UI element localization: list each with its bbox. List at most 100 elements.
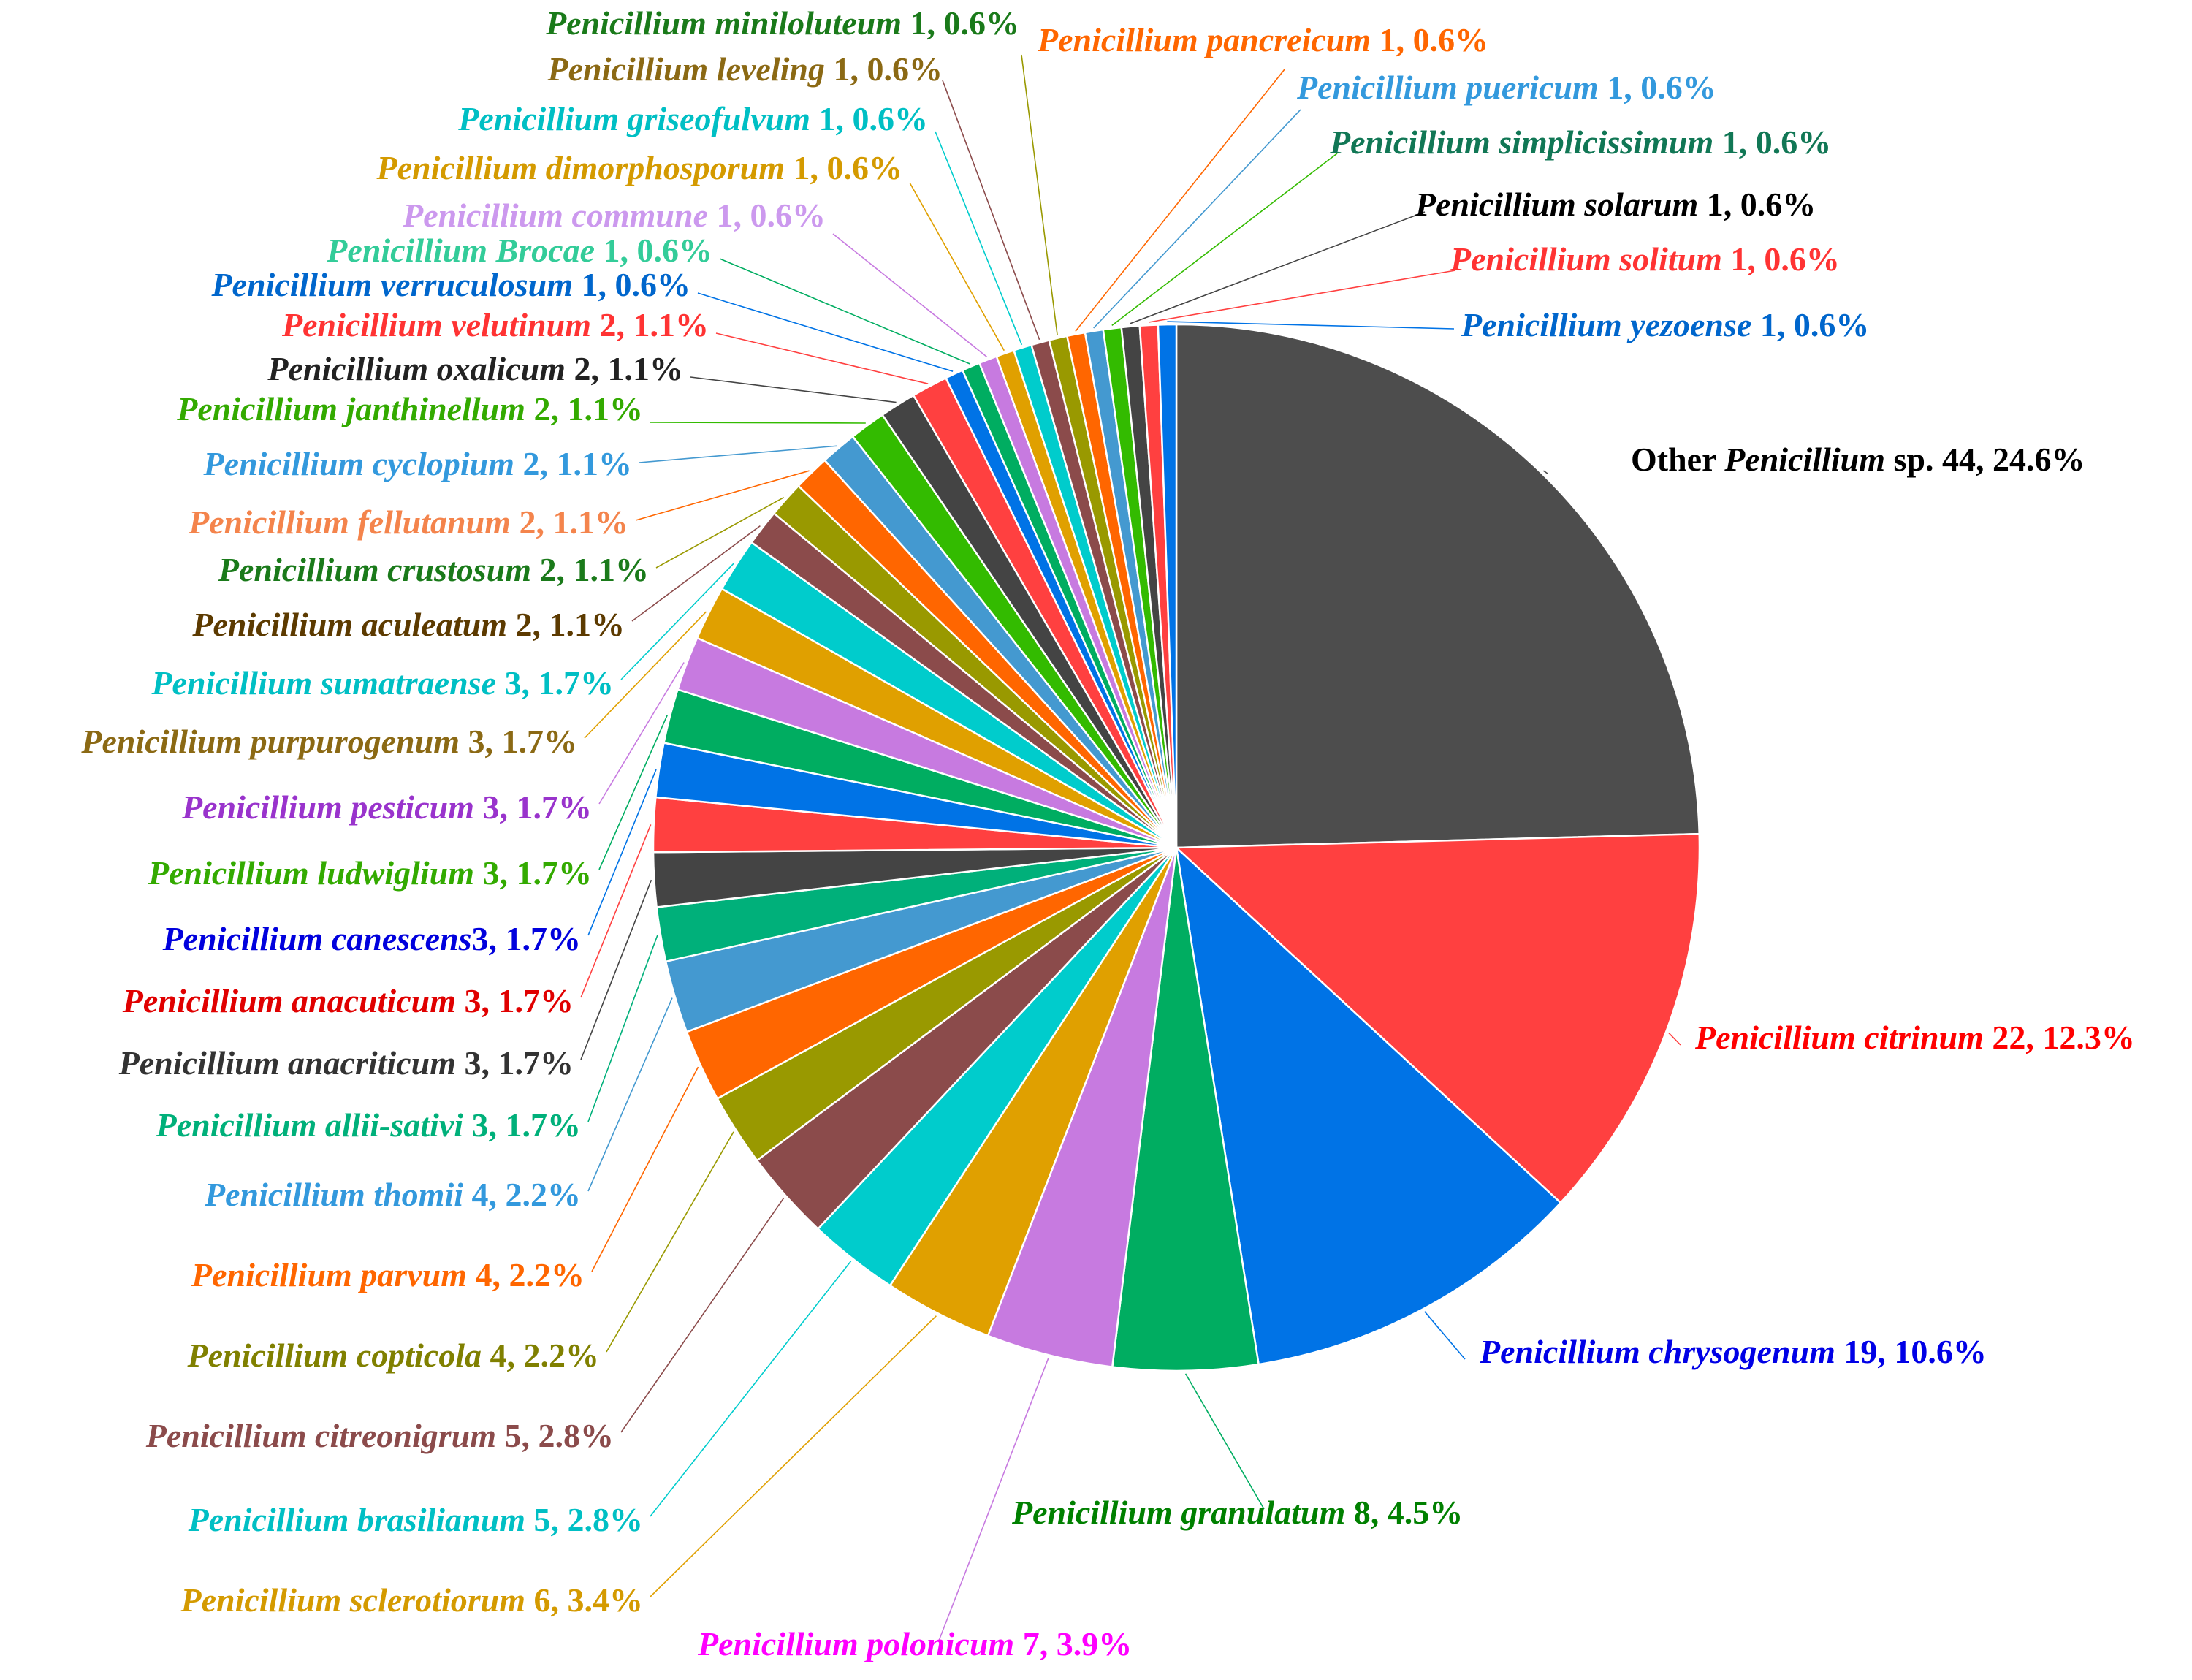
pie-slice — [1173, 832, 1701, 1204]
leader-line — [942, 80, 1040, 341]
label-value: 3, 1.7% — [474, 788, 592, 826]
species-name: Penicillium griseofulvum — [457, 100, 810, 137]
species-name: Penicillium chrysogenum — [1479, 1333, 1835, 1370]
slice-label: Penicillium dimorphosporum 1, 0.6% — [376, 149, 903, 186]
label-value: 2, 1.1% — [591, 306, 709, 343]
leader-line — [650, 1261, 852, 1517]
species-name: Penicillium leveling — [547, 50, 825, 88]
slice-label: Penicillium miniloluteum 1, 0.6% — [545, 4, 1019, 42]
species-name: Penicillium granulatum — [1011, 1494, 1345, 1531]
leader-line — [655, 496, 785, 569]
slice-label: Penicillium sumatraense 3, 1.7% — [151, 664, 614, 702]
slice-label: Penicillium pesticum 3, 1.7% — [181, 788, 592, 826]
species-name: Penicillium puericum — [1296, 69, 1599, 106]
leader-line — [650, 1315, 937, 1597]
species-name: Penicillium miniloluteum — [545, 4, 902, 42]
slice-label: Penicillium yezoense 1, 0.6% — [1461, 306, 1869, 343]
species-name: Penicillium allii-sativi — [156, 1106, 464, 1144]
slice-label: Other Penicillium sp. 44, 24.6% — [1631, 441, 2085, 478]
leader-line — [1668, 1032, 1681, 1046]
label-value: 1, 0.6% — [810, 100, 928, 137]
species-name: Penicillium janthinellum — [176, 390, 525, 427]
label-value: 3, 1.7% — [460, 723, 577, 760]
label-value: 1, 0.6% — [573, 266, 690, 303]
label-value: 1, 0.6% — [1713, 123, 1831, 161]
species-name: Penicillium cyclopium — [203, 445, 514, 482]
species-name: Penicillium Brocae — [326, 232, 595, 269]
slice-label: Penicillium granulatum 8, 4.5% — [1011, 1494, 1463, 1531]
slice-label: Penicillium pancreicum 1, 0.6% — [1037, 21, 1488, 58]
leader-line — [715, 332, 929, 384]
species-name: Penicillium crustosum — [218, 551, 531, 588]
leader-line — [580, 879, 652, 1060]
species-name: Penicillium anacriticum — [118, 1044, 456, 1082]
slice-label: Penicillium copticola 4, 2.2% — [187, 1337, 599, 1374]
label-value: 1, 0.6% — [708, 197, 826, 234]
species-name: Penicillium copticola — [187, 1337, 482, 1374]
slice-label: Penicillium polonicum 7, 3.9% — [697, 1625, 1132, 1662]
species-name: Penicillium dimorphosporum — [376, 149, 785, 186]
slice-label: Penicillium verruculosum 1, 0.6% — [210, 266, 690, 303]
slice-label: Penicillium crustosum 2, 1.1% — [218, 551, 649, 588]
slice-label: Penicillium aculeatum 2, 1.1% — [191, 606, 625, 643]
slice-label: Penicillium citreonigrum 5, 2.8% — [145, 1417, 614, 1454]
species-name: Penicillium ludwiglium — [148, 854, 474, 892]
pie-slice — [1157, 323, 1178, 848]
label-value: 1, 0.6% — [1722, 240, 1840, 278]
leader-line — [690, 376, 897, 403]
slice-label: Penicillium purpurogenum 3, 1.7% — [80, 723, 577, 760]
leader-line — [1424, 1311, 1466, 1360]
slice-label: Penicillium brasilianum 5, 2.8% — [188, 1501, 643, 1538]
label-value: 19, 10.6% — [1835, 1333, 1987, 1370]
label-value: sp. 44, 24.6% — [1885, 441, 2085, 478]
slice-label: Penicillium fellutanum 2, 1.1% — [188, 503, 628, 541]
species-name: Penicillium commune — [402, 197, 708, 234]
leader-line — [1542, 470, 1548, 474]
slice-label: Penicillium commune 1, 0.6% — [402, 197, 826, 234]
label-value: 4, 2.2% — [463, 1176, 581, 1213]
label-value: 3, 1.7% — [456, 982, 574, 1019]
leader-line — [909, 182, 1005, 351]
leader-line — [1148, 270, 1456, 323]
species-name: Penicillium aculeatum — [191, 606, 507, 643]
leader-line — [584, 611, 707, 739]
slice-label: Penicillium griseofulvum 1, 0.6% — [457, 100, 928, 137]
leader-line — [832, 233, 988, 358]
label-value: 2, 1.1% — [511, 503, 628, 541]
slice-label: Penicillium solitum 1, 0.6% — [1450, 240, 1840, 278]
slice-label: Penicillium oxalicum 2, 1.1% — [267, 350, 683, 387]
label-value: 1, 0.6% — [902, 4, 1019, 42]
slice-label: Penicillium ludwiglium 3, 1.7% — [148, 854, 592, 892]
species-name: Penicillium citrinum — [1694, 1019, 1984, 1056]
species-name: Penicillium verruculosum — [210, 266, 573, 303]
leader-line — [1075, 69, 1285, 332]
label-value: 6, 3.4% — [525, 1581, 643, 1619]
species-name: Penicillium purpurogenum — [80, 723, 460, 760]
slice-label: Penicillium citrinum 22, 12.3% — [1694, 1019, 2135, 1056]
label-value: 5, 2.8% — [496, 1417, 614, 1454]
label-value: 1, 0.6% — [1371, 21, 1488, 58]
leader-line — [598, 715, 668, 870]
species-name: Penicillium oxalicum — [267, 350, 566, 387]
leader-line — [635, 470, 810, 521]
label-value: 22, 12.3% — [1984, 1019, 2135, 1056]
leader-line — [598, 662, 685, 805]
species-name: Penicillium thomii — [204, 1176, 463, 1213]
slice-label: Penicillium sclerotiorum 6, 3.4% — [180, 1581, 643, 1619]
leader-line — [935, 131, 1023, 346]
slice-label: Penicillium janthinellum 2, 1.1% — [176, 390, 643, 427]
slice-label: Penicillium anacriticum 3, 1.7% — [118, 1044, 574, 1082]
leader-line — [580, 824, 652, 998]
label-value: 3, 1.7% — [463, 1106, 581, 1144]
species-name: Penicillium sumatraense — [151, 664, 496, 702]
leader-line — [1184, 1373, 1265, 1510]
pie-slice — [1111, 847, 1260, 1372]
label-value: 2, 1.1% — [566, 350, 683, 387]
label-value: 1, 0.6% — [1751, 306, 1869, 343]
slice-label: Penicillium parvum 4, 2.2% — [191, 1256, 585, 1293]
species-name: Penicillium velutinum — [281, 306, 591, 343]
pie-slice — [1175, 323, 1701, 849]
species-name: Penicillium sclerotiorum — [180, 1581, 525, 1619]
species-name: Penicillium solarum — [1415, 186, 1698, 223]
